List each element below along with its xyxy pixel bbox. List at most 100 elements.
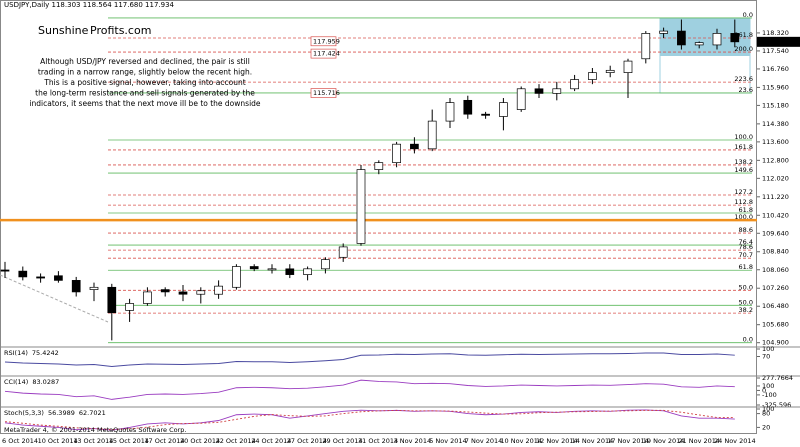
y-tick-label: 105.680	[762, 321, 789, 329]
fib-label: 138.2	[734, 158, 753, 166]
y-tick-label: 110.420	[762, 211, 789, 219]
price-box	[310, 48, 337, 59]
fib-label: 112.8	[734, 198, 753, 206]
y-tick-label: 100	[762, 382, 774, 390]
chart-title: USDJPY,Daily 118.303 118.564 117.680 117…	[4, 1, 175, 9]
candle-body	[356, 169, 366, 244]
candle-body	[232, 266, 241, 288]
last-price-label: 117.934	[762, 38, 789, 46]
x-tick-label: 21 Nov 2014	[678, 437, 720, 445]
fib-label: 161.8	[734, 143, 753, 151]
fib-label: 0.0	[743, 336, 753, 344]
x-tick-label: 31 Oct 2014	[358, 437, 398, 445]
y-tick-label: 108.060	[762, 266, 789, 274]
fib-label: 38.2	[739, 306, 753, 314]
fib-label: 100.0	[734, 213, 753, 221]
y-tick-label: 118.320	[762, 29, 789, 37]
candle-body	[36, 276, 45, 279]
fib-label: 61.8	[739, 263, 753, 271]
fib-label: 127.2	[734, 188, 753, 196]
candle-body	[303, 268, 312, 275]
y-tick-label: 115.180	[762, 101, 789, 109]
candle-body	[196, 290, 206, 295]
candle-body	[54, 275, 63, 281]
annotation-line: trading in a narrow range, slightly belo…	[38, 68, 252, 77]
candle-body	[463, 99, 473, 115]
y-tick-label: 106.480	[762, 302, 789, 310]
candle-body	[125, 303, 134, 311]
y-tick-label: 107.260	[762, 284, 789, 292]
candle-body	[677, 30, 686, 46]
x-tick-label: 22 Oct 2014	[216, 437, 256, 445]
price-box-label: 117.424	[313, 50, 340, 58]
candle-body	[18, 270, 28, 278]
candle-body	[588, 72, 597, 80]
price-box	[310, 36, 337, 47]
indicator-line	[4, 379, 735, 400]
candle-body	[89, 286, 99, 290]
y-tick-label: 117.540	[762, 47, 789, 55]
candle-body	[623, 60, 633, 73]
fib-label: 200.0	[734, 45, 753, 53]
candle-body	[481, 113, 490, 116]
fib-label: 70.7	[739, 251, 753, 259]
y-tick-label: 277.7664	[762, 374, 793, 382]
candle-body	[659, 30, 668, 34]
x-tick-label: 3 Nov 2014	[394, 437, 432, 445]
candle-body	[392, 143, 401, 164]
x-tick-label: 14 Nov 2014	[572, 437, 614, 445]
candle-body	[0, 269, 10, 272]
candle-body	[516, 88, 526, 110]
annotation-line: This is a positive signal, however, taki…	[43, 78, 245, 87]
y-tick-label: 100	[762, 345, 774, 353]
fib-label: 0.0	[743, 11, 753, 19]
panel-value: 83.0287	[32, 378, 59, 386]
candle-body	[712, 33, 722, 46]
logo-sunshine: Sunshine	[38, 24, 89, 37]
candle-body	[552, 88, 562, 94]
panel-value: 56.3989	[48, 409, 75, 417]
fib-label: 149.6	[734, 166, 753, 174]
panel-title: RSI(14)	[4, 349, 28, 357]
annotation-line: Although USD/JPY reversed and declined, …	[40, 57, 250, 66]
y-tick-label: 0	[762, 386, 766, 394]
x-tick-label: 20 Oct 2014	[180, 437, 220, 445]
indicator-line	[4, 352, 735, 367]
last-price-box	[757, 36, 800, 47]
candle-body	[570, 79, 579, 90]
price-box-label: 115.716	[313, 89, 340, 97]
x-tick-label: 27 Oct 2014	[287, 437, 327, 445]
candle-body	[605, 69, 615, 73]
panel-title: CCI(14)	[4, 378, 28, 386]
y-tick-label: 80	[762, 410, 770, 418]
fib-label: 88.6	[739, 226, 753, 234]
candle-body	[499, 102, 508, 117]
x-tick-label: 10 Nov 2014	[500, 437, 542, 445]
fib-label: 78.6	[739, 243, 753, 251]
candle-body	[338, 246, 348, 258]
candle-body	[641, 33, 651, 60]
candle-body	[249, 266, 259, 270]
fib-label: 76.4	[739, 238, 753, 246]
annotation-line: the long-term resistance and sell signal…	[35, 89, 255, 98]
panel-value: 75.4242	[32, 349, 59, 357]
y-tick-label: 116.760	[762, 65, 789, 73]
candle-body	[374, 162, 384, 170]
x-tick-label: 17 Oct 2014	[144, 437, 184, 445]
plot-frame	[0, 0, 757, 434]
x-tick-label: 6 Oct 2014	[2, 437, 38, 445]
candle-body	[214, 285, 223, 295]
candle-body	[107, 286, 117, 314]
logo-profits: Profits.com	[90, 24, 151, 37]
x-tick-label: 29 Oct 2014	[322, 437, 362, 445]
x-tick-label: 17 Nov 2014	[607, 437, 649, 445]
candle-body	[71, 280, 81, 293]
fib-label: 261.8	[734, 31, 753, 39]
y-tick-label: 104.900	[762, 339, 789, 347]
y-tick-label: -100	[762, 391, 777, 399]
candle-body	[267, 268, 277, 271]
x-tick-label: 10 Oct 2014	[38, 437, 78, 445]
y-tick-label: 70	[762, 353, 770, 361]
candle-body	[321, 259, 330, 270]
